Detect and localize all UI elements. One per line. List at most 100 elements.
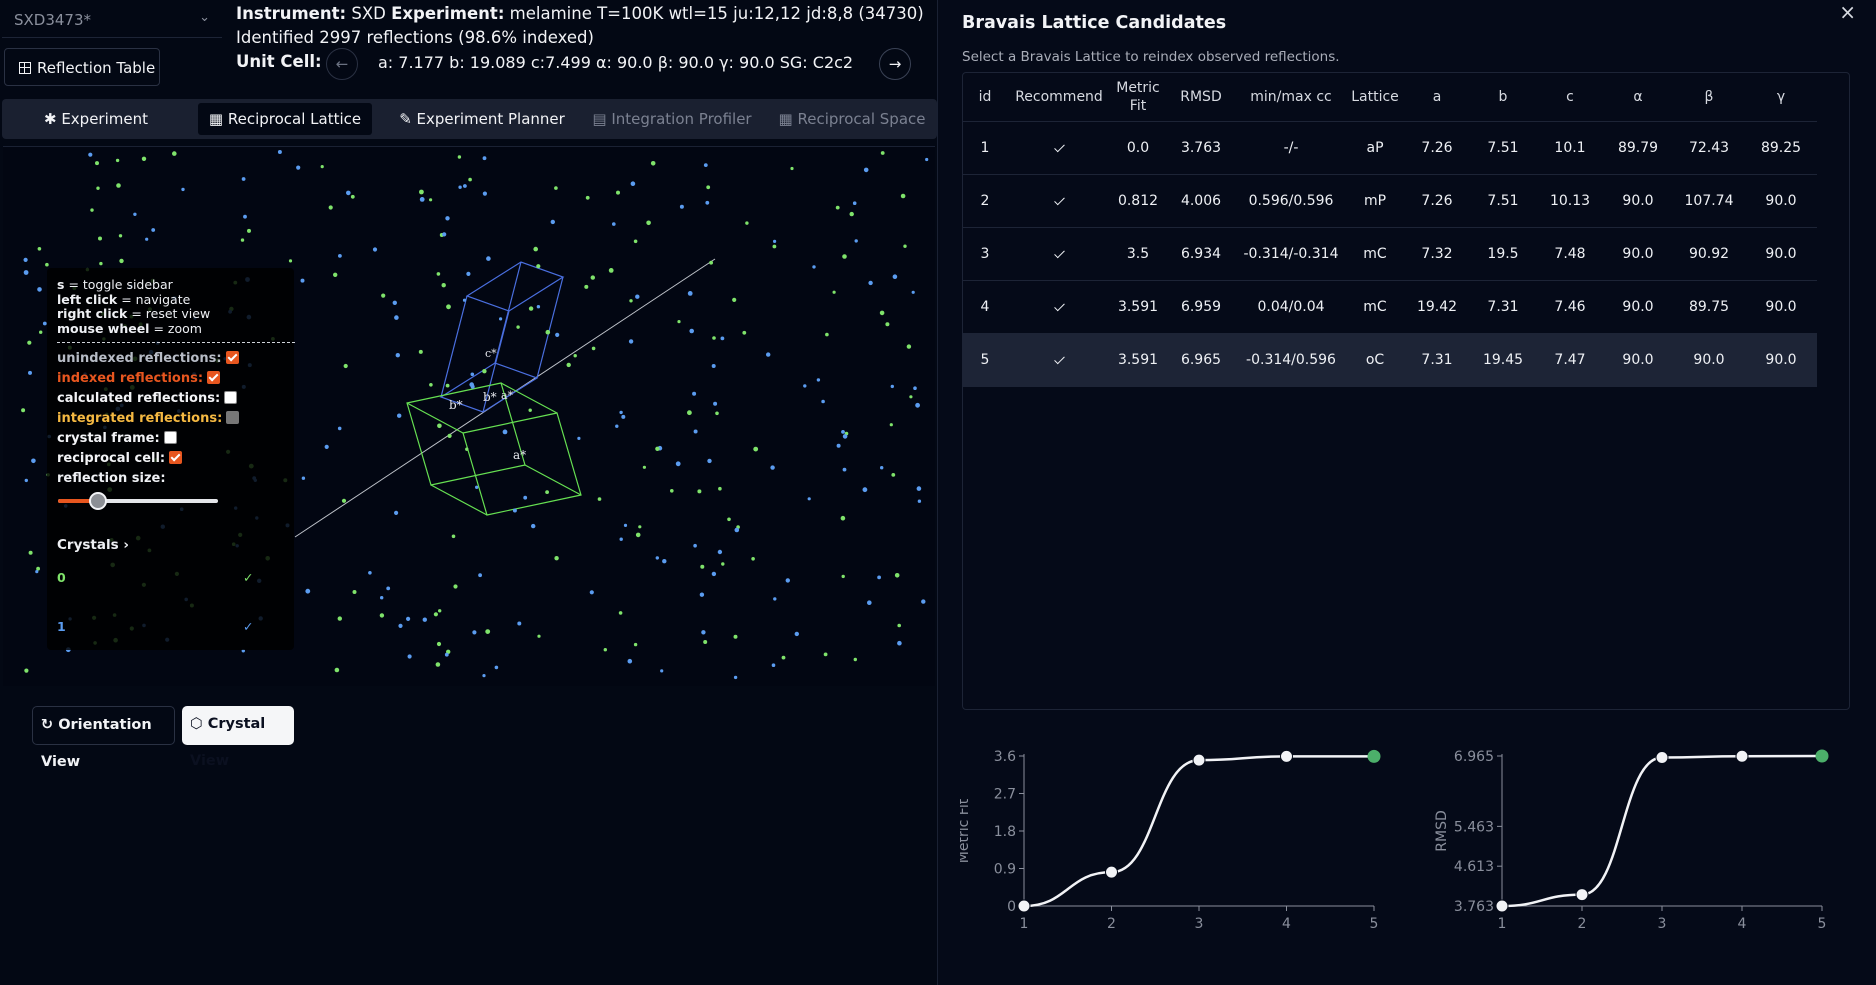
- reflection-spot: [429, 198, 433, 202]
- column-header: b: [1469, 73, 1537, 122]
- unindexed-reflections-checkbox[interactable]: [225, 351, 239, 364]
- reflection-spot: [98, 236, 102, 241]
- x-tick-label: 5: [1370, 916, 1379, 932]
- reflection-spot: [300, 278, 305, 283]
- orientation-view-button[interactable]: ↻ Orientation View: [32, 706, 175, 770]
- slider-thumb[interactable]: [89, 492, 107, 510]
- table-cell-cc: 0.04/0.04: [1237, 280, 1345, 334]
- reflection-spot: [118, 234, 123, 238]
- reflection-spot: [429, 383, 433, 387]
- data-point: [1017, 899, 1031, 913]
- reflection-spot: [868, 280, 873, 286]
- tab-experiment[interactable]: ✱ Experiment: [2, 103, 190, 135]
- reflection-spot: [911, 290, 915, 294]
- crystals-toggle[interactable]: Crystals ›: [57, 537, 284, 553]
- reflection-spot: [446, 304, 451, 310]
- reflection-spot: [638, 525, 642, 529]
- reflection-spot: [95, 161, 99, 166]
- reflection-spot: [660, 669, 664, 673]
- table-cell-metric-fit: 0.812: [1111, 174, 1165, 228]
- reflection-spot: [463, 184, 467, 188]
- reflection-size-label: reflection size:: [57, 471, 166, 486]
- reflection-size-slider[interactable]: [58, 489, 218, 513]
- x-tick-label: 3: [1658, 916, 1667, 932]
- reflection-spot: [612, 222, 616, 226]
- reflection-spot: [894, 573, 900, 578]
- reflection-spot: [528, 408, 532, 412]
- crystal-view-button[interactable]: ⬡ Crystal View: [182, 706, 294, 769]
- reflection-spot: [773, 239, 777, 243]
- reflection-spot: [693, 429, 698, 434]
- check-icon[interactable]: ✓: [243, 570, 254, 585]
- crystal-row-0[interactable]: 0 ✓: [57, 553, 284, 602]
- table-row[interactable]: 3 3.5 6.934 -0.314/-0.314 mC 7.32 19.5 7.48 90.0…: [963, 227, 1817, 281]
- table-row[interactable]: 4 3.591 6.959 0.04/0.04 mC 19.42 7.31 7.46 90.0 8…: [963, 280, 1817, 334]
- column-header: Metric Fit: [1111, 73, 1165, 122]
- table-cell-c: 10.1: [1537, 121, 1603, 175]
- table-row[interactable]: 5 3.591 6.965 -0.314/0.596 oC 7.31 19.45 7.47 90…: [963, 333, 1817, 387]
- lattice-canvas[interactable]: b* b* c* a* a*: [3, 147, 935, 686]
- experiment-info: Instrument: SXD Experiment: melamine T=1…: [236, 2, 924, 50]
- reflection-spot: [897, 640, 902, 646]
- table-cell-alpha: 90.0: [1603, 174, 1673, 228]
- table-cell-lattice: mP: [1345, 174, 1405, 228]
- cube-icon: ⬡: [190, 716, 208, 732]
- crystal-row-1[interactable]: 1 ✓: [57, 602, 284, 651]
- next-unit-cell-button[interactable]: →: [879, 48, 911, 80]
- reflection-spot: [24, 478, 28, 483]
- reflection-spot: [751, 557, 755, 561]
- table-cell-cc: 0.596/0.596: [1237, 174, 1345, 228]
- reflection-spot: [705, 200, 710, 205]
- tab-experiment-planner[interactable]: ✎ Experiment Planner: [382, 103, 582, 135]
- indexed-reflections-checkbox[interactable]: [207, 371, 221, 384]
- reflection-spot: [433, 612, 438, 617]
- y-tick-label: 5.463: [1454, 819, 1494, 835]
- panel-title: Bravais Lattice Candidates: [962, 13, 1227, 33]
- reflection-spot: [394, 315, 399, 320]
- table-row[interactable]: 2 0.812 4.006 0.596/0.596 mP 7.26 7.51 10.13 90.…: [963, 174, 1817, 228]
- x-tick-label: 4: [1282, 916, 1291, 932]
- previous-unit-cell-button[interactable]: ←: [326, 48, 358, 80]
- reflection-spot: [380, 596, 384, 600]
- check-icon[interactable]: ✓: [243, 619, 254, 634]
- arrow-left-icon: ←: [335, 55, 349, 73]
- table-cell-rmsd: 6.965: [1165, 333, 1237, 387]
- reciprocal-cell-checkbox[interactable]: [169, 451, 183, 464]
- reflection-spot: [713, 401, 718, 406]
- reflection-spot: [700, 564, 705, 569]
- tab-label: Reciprocal Lattice: [227, 110, 362, 128]
- reflection-spot: [352, 590, 357, 594]
- close-icon[interactable]: ×: [1839, 0, 1856, 24]
- rmsd-chart: 3.763 4.613 5.463 6.965 1 2 3 4 5 RMSD: [1432, 730, 1852, 954]
- table-cell-beta: 72.43: [1673, 121, 1745, 175]
- reflection-spot: [502, 429, 508, 435]
- table-cell-beta: 107.74: [1673, 174, 1745, 228]
- tab-integration-profiler[interactable]: ▤ Integration Profiler: [582, 103, 762, 135]
- reflection-table-button[interactable]: Reflection Table: [4, 48, 160, 86]
- reflection-spot: [699, 592, 705, 597]
- integrated-reflections-checkbox[interactable]: [226, 411, 240, 424]
- column-header: c: [1537, 73, 1603, 122]
- experiment-select[interactable]: SXD3473* ⌄: [2, 2, 222, 38]
- rotate-icon: ↻: [41, 717, 59, 733]
- reflection-spot: [445, 383, 450, 388]
- crystal-frame-checkbox[interactable]: [163, 431, 177, 444]
- reflection-spot: [727, 517, 731, 522]
- reflection-spot: [584, 284, 589, 289]
- table-cell-cc: -/-: [1237, 121, 1345, 175]
- table-cell-metric-fit: 3.591: [1111, 333, 1165, 387]
- tab-label: Experiment: [61, 110, 148, 128]
- calculated-reflections-checkbox[interactable]: [224, 391, 238, 404]
- reflection-spot: [621, 414, 626, 419]
- tab-reciprocal-space[interactable]: ▦ Reciprocal Space: [772, 103, 932, 135]
- reflection-spot: [880, 466, 884, 470]
- option-unindexed-reflections: unindexed reflections:: [57, 349, 284, 369]
- tab-reciprocal-lattice[interactable]: ▦ Reciprocal Lattice: [198, 103, 372, 135]
- reflection-spot: [333, 272, 338, 277]
- table-row[interactable]: 1 0.0 3.763 -/- aP 7.26 7.51 10.1 89.79 72.43 89.2…: [963, 121, 1817, 175]
- tab-bar: ✱ Experiment ▦ Reciprocal Lattice ✎ Expe…: [2, 99, 937, 139]
- reflection-spot: [470, 384, 475, 389]
- crystals-label: Crystals: [57, 537, 119, 553]
- reflection-spot: [619, 410, 623, 415]
- reflection-spot: [482, 674, 486, 678]
